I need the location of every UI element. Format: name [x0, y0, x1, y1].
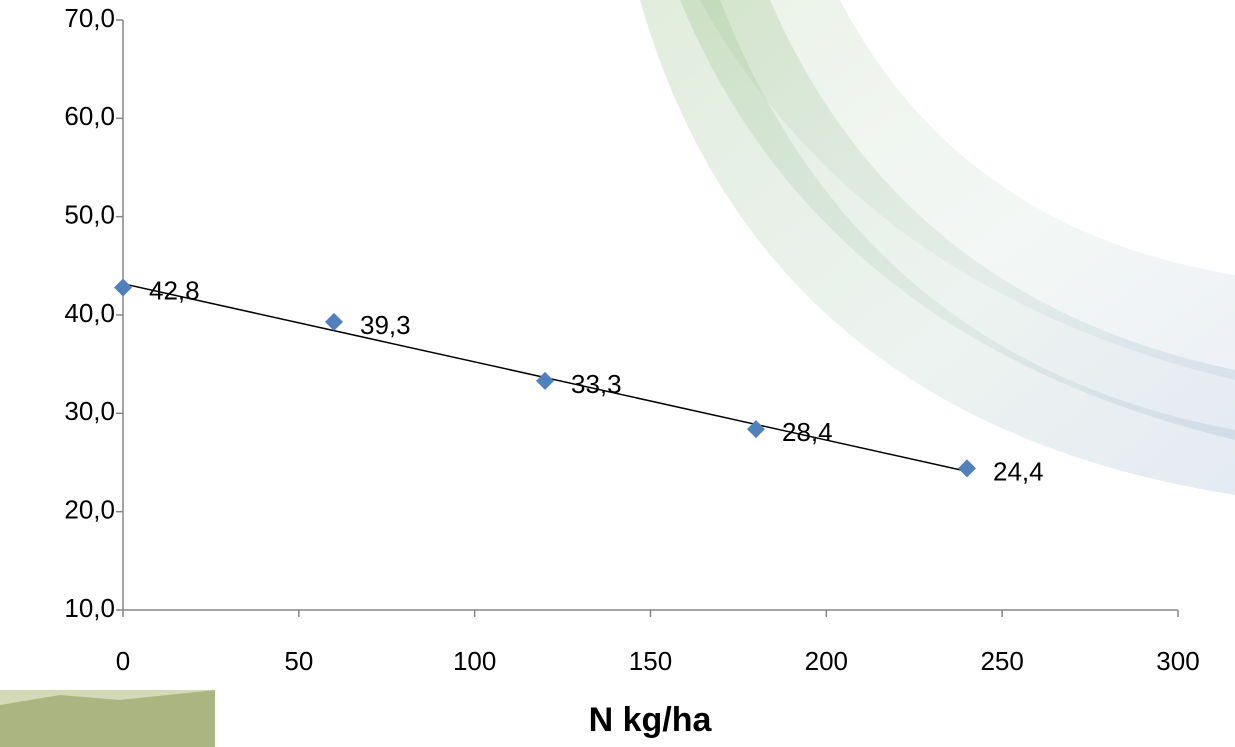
marker [325, 312, 343, 331]
y-tick-label: 40,0 [64, 298, 115, 328]
x-tick-label: 300 [1156, 646, 1199, 676]
y-tick-label: 30,0 [64, 396, 115, 426]
corner-image [0, 690, 215, 747]
background-swoosh [640, 0, 1235, 495]
x-tick-label: 200 [805, 646, 848, 676]
x-tick-label: 250 [980, 646, 1023, 676]
data-label: 28,4 [782, 417, 833, 447]
x-tick-label: 100 [453, 646, 496, 676]
marker [536, 371, 554, 390]
y-tick-label: 70,0 [64, 3, 115, 33]
x-tick-label: 150 [629, 646, 672, 676]
x-tick-label: 50 [284, 646, 313, 676]
marker [958, 459, 976, 478]
x-tick-label: 0 [116, 646, 130, 676]
data-label: 24,4 [993, 456, 1044, 486]
x-axis-title: N kg/ha [589, 701, 713, 739]
marker [747, 420, 765, 439]
y-tick-label: 50,0 [64, 200, 115, 230]
y-tick-label: 10,0 [64, 593, 115, 623]
data-label: 33,3 [571, 369, 622, 399]
data-label: 42,8 [149, 275, 200, 305]
data-label: 39,3 [360, 310, 411, 340]
y-tick-label: 20,0 [64, 495, 115, 525]
y-tick-label: 60,0 [64, 101, 115, 131]
marker [114, 278, 132, 297]
